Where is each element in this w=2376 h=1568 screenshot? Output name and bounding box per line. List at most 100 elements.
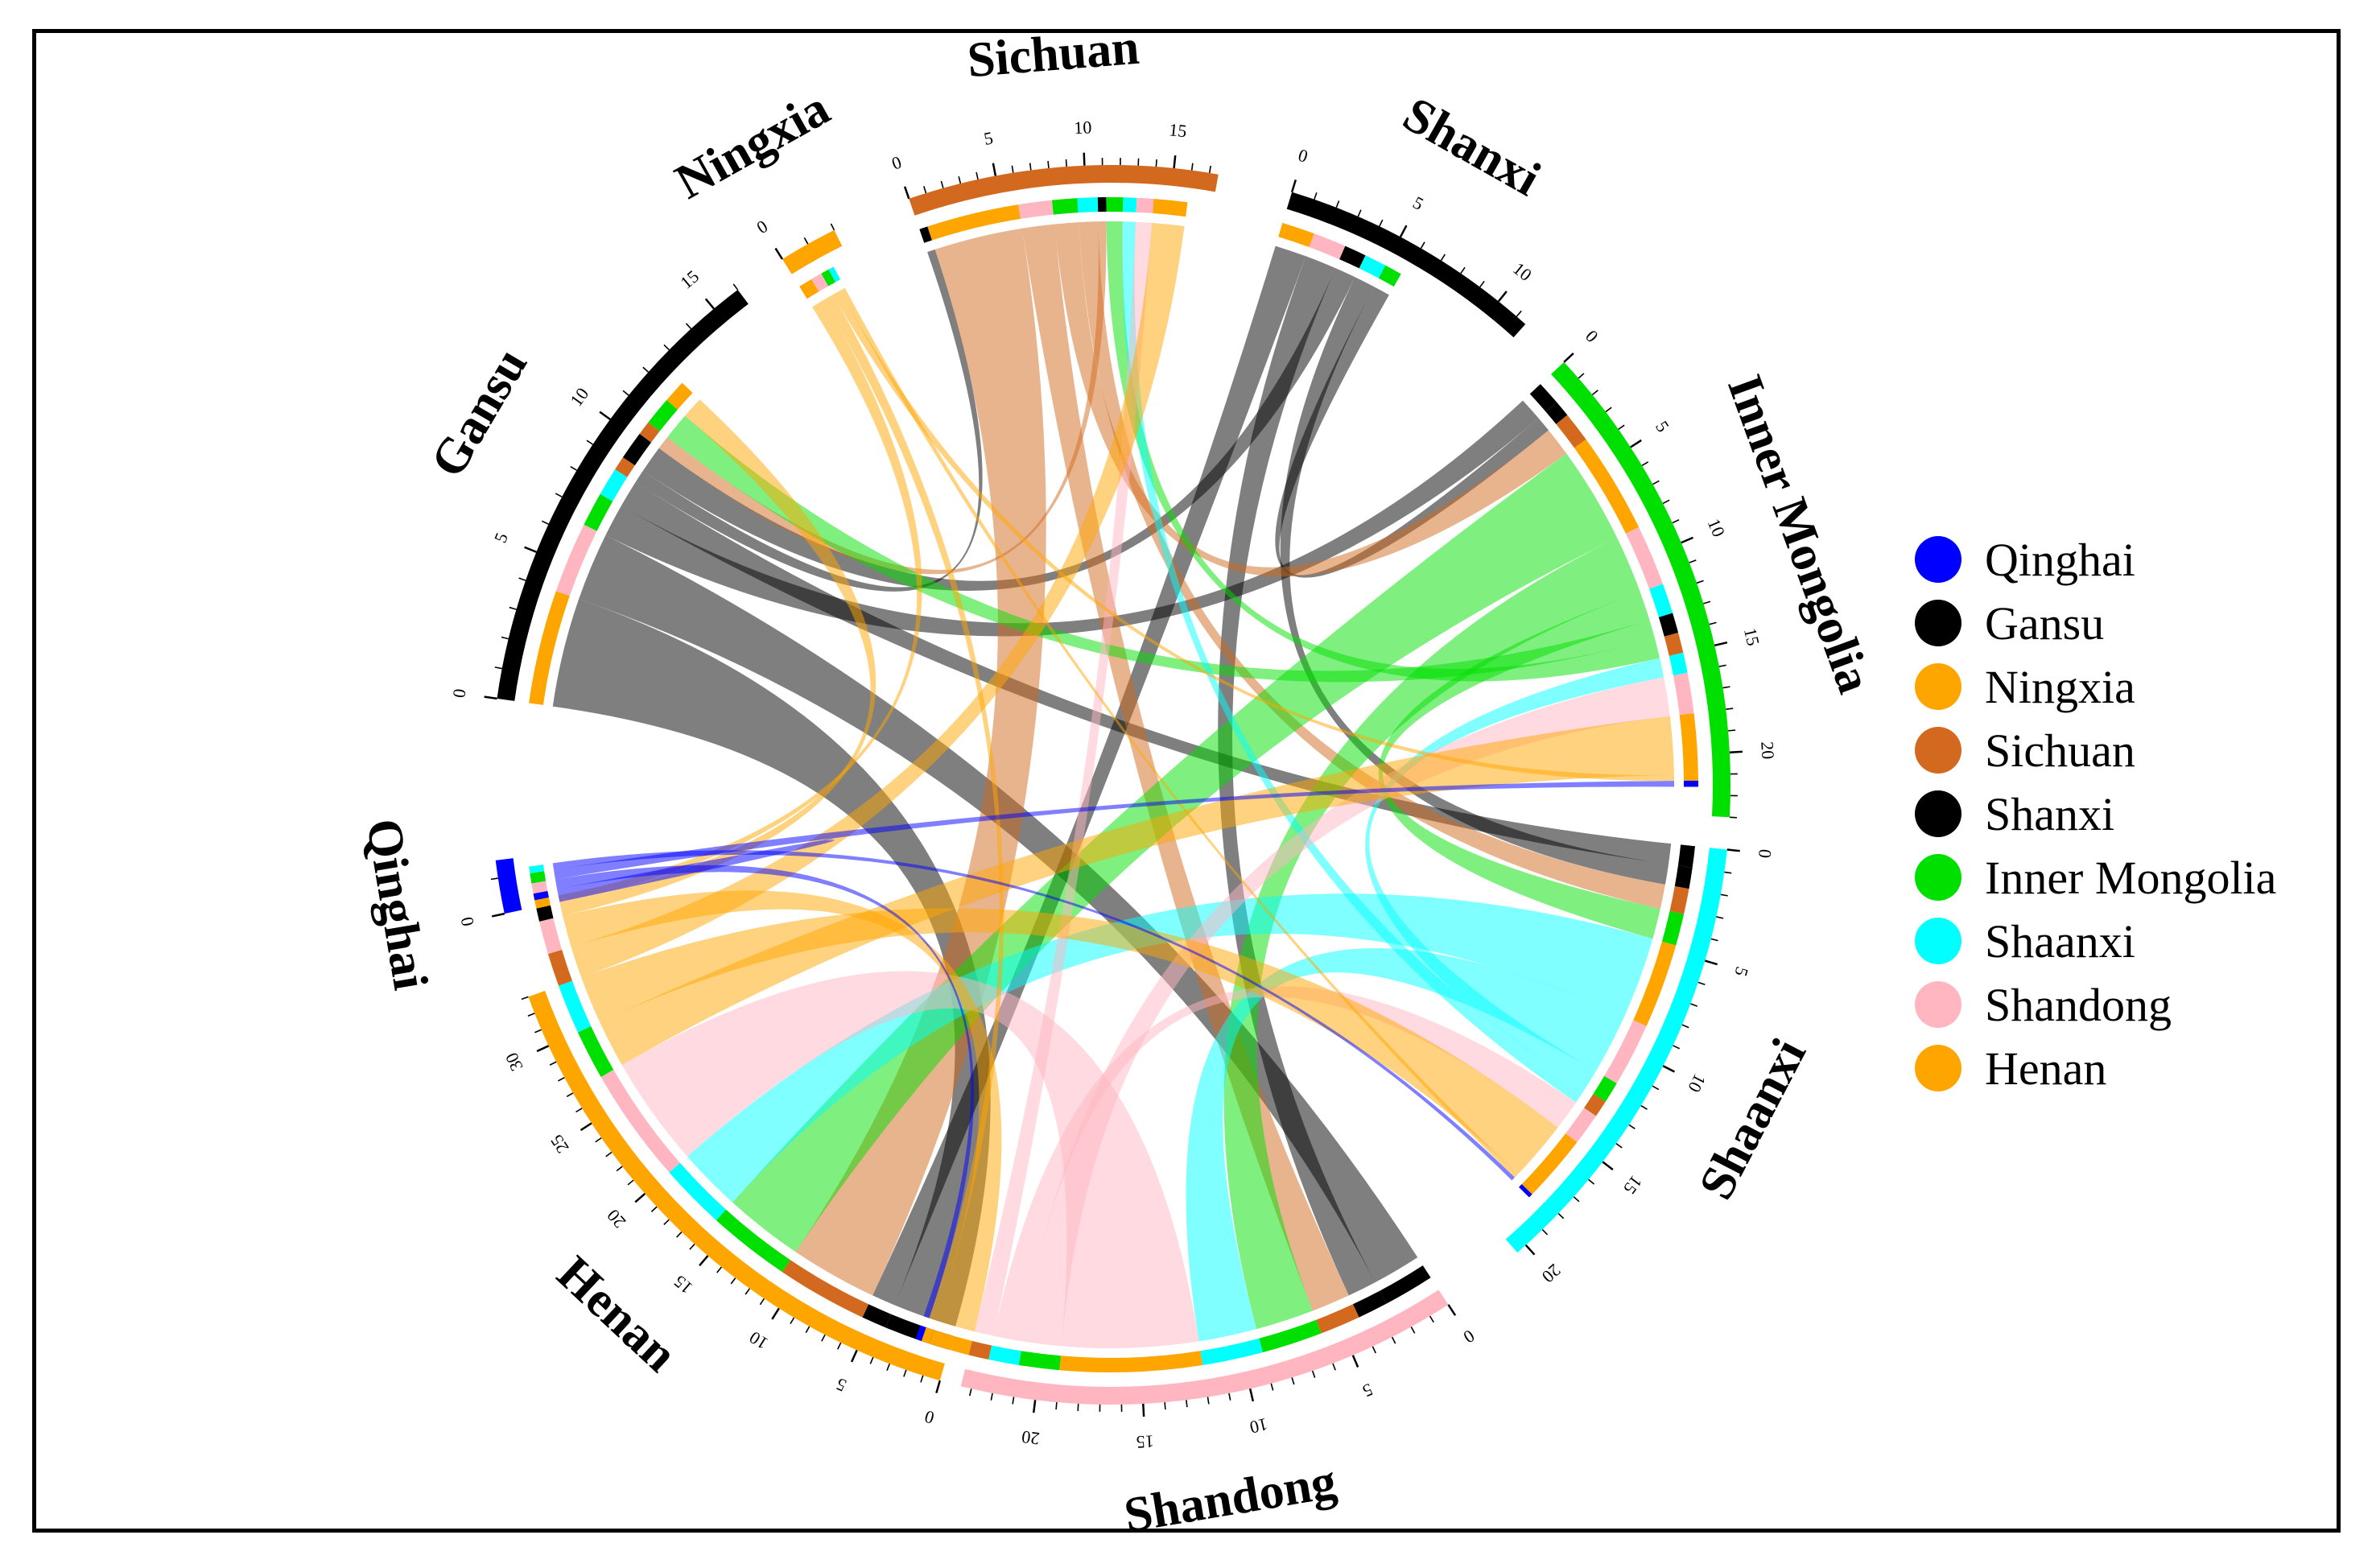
stack-segment [1584,1094,1606,1116]
minor-tick [730,1277,736,1285]
stack-segment [669,1162,726,1220]
minor-tick [509,606,517,610]
tick-label: 10 [1074,117,1092,138]
chord-shandong-to-sichuan [974,221,1153,1336]
major-tick [484,695,497,700]
minor-tick [1605,406,1612,413]
stack-segment [1683,780,1698,787]
sector-label: Qinghai [356,815,438,993]
minor-tick [1724,871,1732,874]
tick-label: 5 [1359,1380,1376,1401]
major-tick [1173,155,1177,169]
minor-tick [968,1389,972,1397]
stack-segment [1200,1338,1263,1366]
sector-arc [909,165,1219,216]
stack-segment [584,493,613,531]
minor-tick [1332,1363,1336,1371]
stack-segment [921,1327,934,1344]
tick-label: 0 [456,915,478,928]
minor-tick [716,1266,722,1273]
minor-tick [557,1076,565,1082]
minor-tick [534,1029,542,1034]
stack-segment [988,1345,1021,1366]
stack-segment [1106,197,1124,213]
major-tick [1083,152,1086,166]
minor-tick [1155,159,1157,167]
legend-item: Inner Mongolia [1915,852,2276,904]
legend-label: Shanxi [1985,788,2114,840]
minor-tick [605,1151,613,1157]
minor-tick [1410,1327,1416,1334]
stack-segment [821,269,836,287]
minor-tick [566,1092,574,1098]
major-tick [1630,439,1642,448]
minor-tick [1270,1383,1274,1391]
minor-tick [1652,480,1660,485]
stack-segment [1625,526,1663,589]
stack-segment [1339,246,1366,269]
minor-tick [732,283,739,291]
minor-tick [575,1108,583,1113]
sector-label: Shaanxi [1689,1030,1817,1208]
minor-tick [903,1369,907,1377]
chord-shaanxi-to-shandong [1186,948,1625,1342]
tick-label: 10 [1509,258,1536,285]
tick-label: 10 [1248,1414,1269,1438]
chord-sichuan-to-shandong [1021,224,1349,1311]
minor-tick [1190,163,1194,171]
minor-tick [1710,938,1718,942]
stack-segment [530,871,547,884]
minor-tick [869,1356,874,1364]
sector-arc [1286,192,1526,338]
stack-segment [1352,1290,1387,1318]
minor-tick [1314,192,1318,200]
major-tick [1726,848,1740,852]
minor-tick [920,1375,924,1383]
minor-tick [1690,1003,1698,1007]
minor-tick [1047,160,1050,168]
stack-segment [915,1325,926,1342]
stack-segment [811,273,829,292]
tick-label: 15 [1168,119,1187,141]
minor-tick [676,1232,683,1238]
tick-label: 0 [922,1406,936,1428]
stack-segment [1661,910,1685,946]
major-tick [1704,959,1718,966]
minor-tick [1573,1196,1580,1203]
major-tick [903,186,910,200]
chord-henan-to-shaanxi [581,908,1558,1175]
stack-segment [622,433,652,466]
minor-tick [1716,916,1724,919]
sector-label: Shandong [1120,1454,1340,1543]
stack-segment [666,382,693,410]
tick-label: 15 [1136,1431,1154,1452]
legend-swatch [1915,1045,1961,1091]
minor-tick [886,1364,890,1371]
stack-segment [782,1260,869,1318]
major-tick [774,247,784,260]
legend: Qinghai Gansu Ningxia Sichuan Shanxi Inner Mo… [1915,534,2276,1095]
minor-tick [1696,580,1704,584]
tick-label: 5 [982,127,994,149]
minor-tick [1208,165,1211,173]
stack-segment [529,591,570,705]
legend-swatch [1915,790,1961,837]
stack-segment [828,266,841,283]
stack-segment [1669,652,1688,676]
minor-tick [586,439,593,445]
legend-item: Henan [1915,1042,2106,1095]
minor-tick [923,186,927,194]
stack-segment [533,890,549,901]
stack-segment [1565,1108,1596,1143]
minor-tick [821,1334,826,1342]
stack-segment [1545,402,1568,424]
tick-label: 0 [1296,145,1310,167]
legend-item: Shaanxi [1915,915,2135,968]
minor-tick [1673,1045,1681,1050]
stack-segment [1018,200,1054,219]
minor-tick [1460,266,1466,274]
major-tick [634,1192,646,1203]
stack-segment [1077,197,1099,213]
major-tick [1602,1161,1614,1171]
